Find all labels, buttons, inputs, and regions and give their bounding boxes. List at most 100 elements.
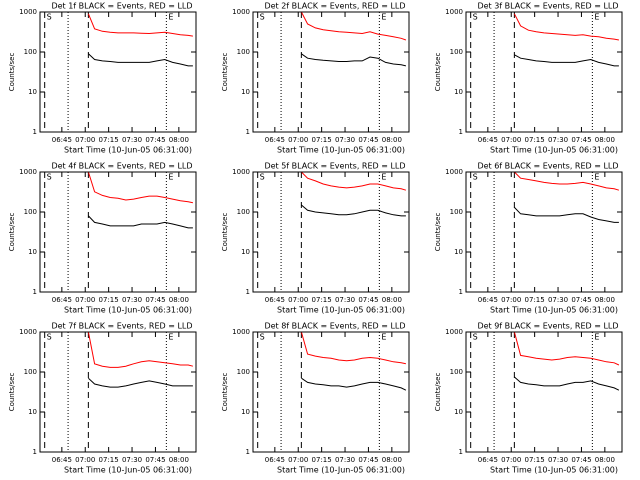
y-tick-label: 10 [28, 408, 37, 416]
x-tick-label: 07:30 [335, 456, 355, 464]
x-axis-label: Start Time (10-Jun-05 06:31:00) [277, 146, 405, 155]
marker-label: S [260, 13, 265, 22]
marker-label: E [594, 173, 599, 182]
x-tick-label: 07:45 [145, 456, 165, 464]
chart-title: Det 6f BLACK = Events, RED = LLD [477, 162, 618, 171]
x-axis-label: Start Time (10-Jun-05 06:31:00) [490, 466, 618, 475]
x-tick-label: 06:45 [265, 456, 285, 464]
plot-frame [252, 331, 410, 453]
series-line [513, 332, 620, 366]
series-line [513, 13, 619, 41]
plot-frame [465, 11, 623, 133]
chart-title: Det 8f BLACK = Events, RED = LLD [264, 322, 405, 331]
marker-label: E [168, 173, 173, 182]
series-line [301, 204, 406, 217]
plot-frame [39, 171, 197, 293]
x-tick-label: 08:00 [169, 136, 189, 144]
marker-label: S [473, 173, 478, 182]
x-tick-label: 07:00 [501, 296, 521, 304]
x-tick-label: 07:15 [99, 456, 119, 464]
y-axis-label: Counts/sec [221, 213, 229, 252]
y-tick-label: 1 [246, 288, 250, 296]
x-tick-label: 07:00 [75, 296, 95, 304]
x-tick-label: 07:30 [335, 296, 355, 304]
x-tick-label: 08:00 [382, 296, 402, 304]
x-axis-label: Start Time (10-Jun-05 06:31:00) [277, 466, 405, 475]
y-tick-label: 1000 [445, 8, 463, 16]
series-line [301, 172, 407, 191]
plot-frame [252, 11, 410, 133]
x-axis-label: Start Time (10-Jun-05 06:31:00) [490, 146, 618, 155]
y-tick-label: 10 [241, 88, 250, 96]
y-tick-label: 100 [237, 208, 250, 216]
series-line [88, 53, 193, 67]
x-tick-label: 07:15 [525, 456, 545, 464]
panel: Det 8f BLACK = Events, RED = LLD Counts/s… [221, 322, 410, 475]
x-tick-label: 06:45 [478, 136, 498, 144]
y-tick-label: 10 [454, 88, 463, 96]
x-tick-label: 06:45 [52, 136, 72, 144]
x-tick-label: 07:45 [571, 136, 591, 144]
x-tick-label: 07:15 [312, 296, 332, 304]
x-tick-label: 07:45 [358, 136, 378, 144]
panel: Det 1f BLACK = Events, RED = LLD Counts/s… [8, 2, 197, 155]
marker-label: S [47, 13, 52, 22]
x-tick-label: 07:00 [75, 136, 95, 144]
marker-label: E [381, 13, 386, 22]
y-tick-label: 1000 [445, 328, 463, 336]
y-tick-label: 100 [450, 48, 463, 56]
x-tick-label: 06:45 [265, 136, 285, 144]
x-tick-label: 07:30 [122, 136, 142, 144]
panel: Det 9f BLACK = Events, RED = LLD Counts/s… [434, 322, 623, 475]
panel: Det 3f BLACK = Events, RED = LLD Counts/s… [434, 2, 623, 155]
y-tick-label: 10 [454, 248, 463, 256]
x-tick-label: 07:00 [501, 136, 521, 144]
x-tick-label: 06:45 [478, 456, 498, 464]
x-tick-label: 07:45 [358, 456, 378, 464]
series-line [514, 376, 620, 391]
plot-frame [465, 331, 623, 453]
y-tick-label: 100 [450, 208, 463, 216]
x-tick-label: 07:30 [122, 296, 142, 304]
x-tick-label: 07:15 [99, 296, 119, 304]
y-tick-label: 10 [28, 88, 37, 96]
plot-frame [39, 11, 197, 133]
y-tick-label: 1000 [232, 168, 250, 176]
y-tick-label: 10 [241, 248, 250, 256]
x-tick-label: 07:45 [571, 296, 591, 304]
x-tick-label: 07:45 [145, 296, 165, 304]
y-tick-label: 100 [24, 208, 37, 216]
y-tick-label: 1 [246, 128, 250, 136]
x-tick-label: 07:00 [288, 136, 308, 144]
panel: Det 5f BLACK = Events, RED = LLD Counts/s… [221, 162, 410, 315]
y-axis-label: Counts/sec [8, 53, 16, 92]
x-tick-label: 06:45 [265, 296, 285, 304]
y-tick-label: 100 [237, 48, 250, 56]
series-line [514, 172, 620, 191]
plot-frame [252, 171, 410, 293]
x-tick-label: 07:00 [501, 456, 521, 464]
x-tick-label: 07:30 [548, 296, 568, 304]
y-axis-label: Counts/sec [8, 213, 16, 252]
panel: Det 7f BLACK = Events, RED = LLD Counts/s… [8, 322, 197, 475]
chart-title: Det 9f BLACK = Events, RED = LLD [477, 322, 618, 331]
x-tick-label: 07:30 [122, 456, 142, 464]
x-tick-label: 07:15 [525, 296, 545, 304]
marker-label: E [168, 333, 173, 342]
x-tick-label: 08:00 [595, 136, 615, 144]
series-line [88, 377, 193, 388]
y-tick-label: 1 [246, 448, 250, 456]
x-axis-label: Start Time (10-Jun-05 06:31:00) [277, 306, 405, 315]
panel: Det 4f BLACK = Events, RED = LLD Counts/s… [8, 162, 197, 315]
marker-label: S [260, 333, 265, 342]
series-line [514, 207, 619, 223]
marker-label: S [473, 13, 478, 22]
x-tick-label: 07:00 [288, 296, 308, 304]
y-tick-label: 1 [459, 128, 463, 136]
x-tick-label: 07:00 [288, 456, 308, 464]
marker-label: S [473, 333, 478, 342]
y-tick-label: 1 [33, 448, 37, 456]
chart-title: Det 1f BLACK = Events, RED = LLD [51, 2, 192, 11]
y-tick-label: 1000 [232, 8, 250, 16]
